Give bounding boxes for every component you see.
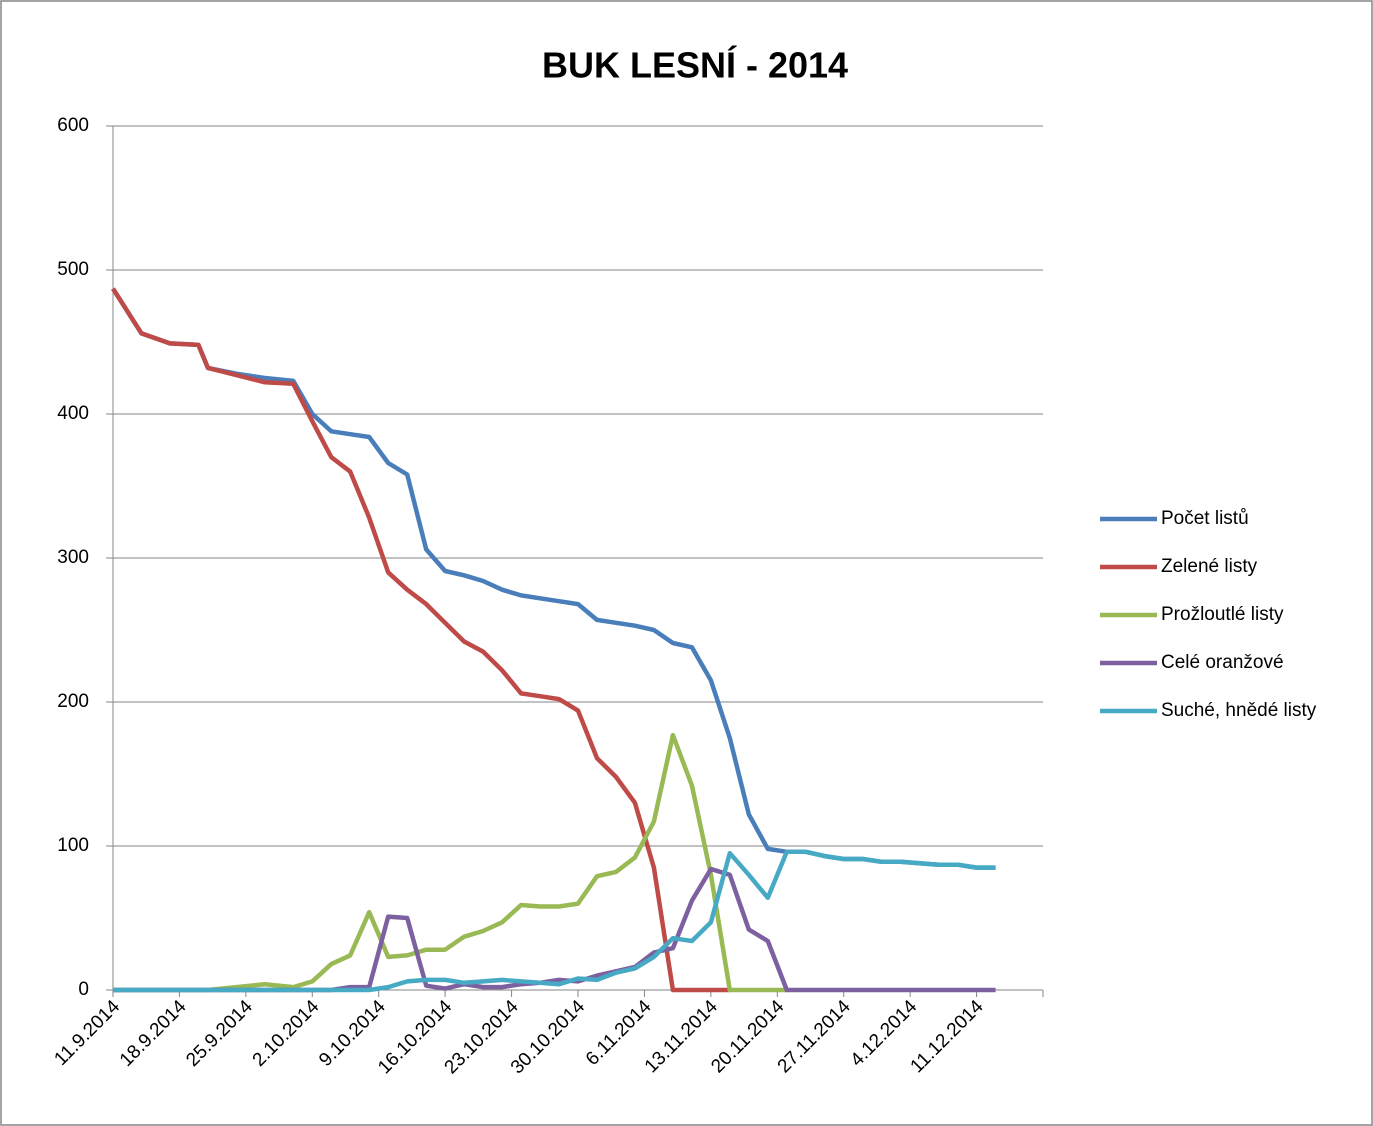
legend-label: Suché, hnědé listy: [1161, 700, 1317, 721]
legend-label: Zelené listy: [1161, 556, 1258, 577]
y-tick-label: 200: [57, 691, 89, 712]
series-line: [111, 287, 730, 993]
y-tick-label: 600: [57, 115, 89, 136]
y-tick-label: 500: [57, 259, 89, 280]
y-tick-label: 100: [57, 835, 89, 856]
chart-title: BUK LESNÍ - 2014: [542, 45, 848, 86]
y-tick-label: 0: [78, 979, 89, 1000]
legend-label: Prožloutlé listy: [1161, 604, 1284, 625]
legend-label: Počet listů: [1161, 508, 1249, 529]
series-line: [113, 732, 787, 993]
y-tick-label: 400: [57, 403, 89, 424]
series-line: [113, 849, 996, 993]
legend-label: Celé oranžové: [1161, 652, 1284, 673]
y-tick-label: 300: [57, 547, 89, 568]
